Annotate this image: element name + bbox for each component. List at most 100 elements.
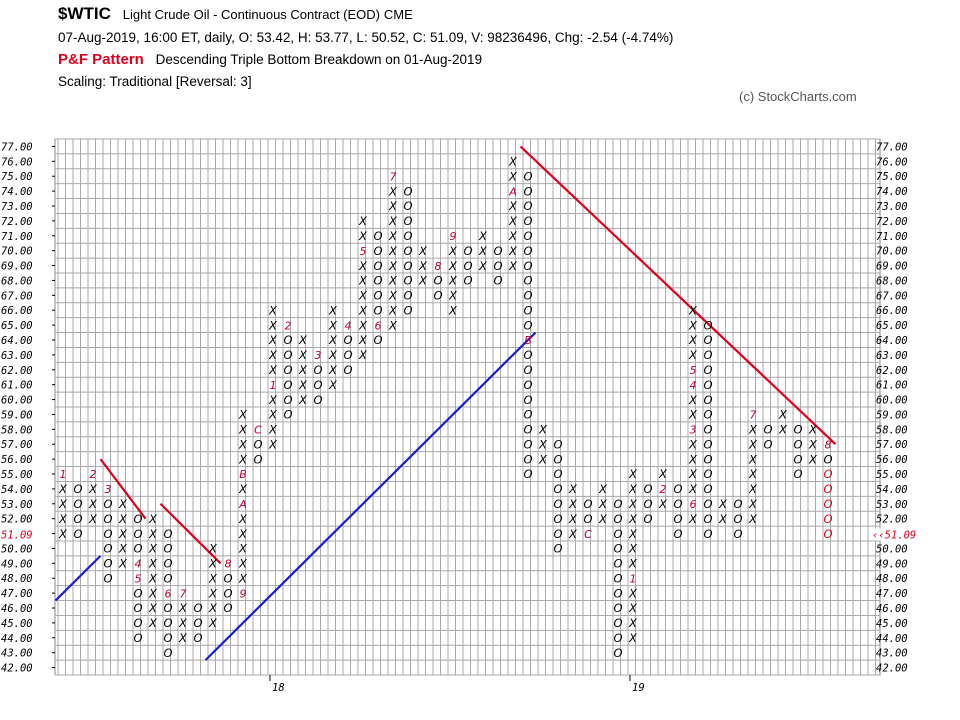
x-box: X	[148, 542, 158, 556]
x-box: X	[568, 497, 578, 511]
month-marker: 1	[270, 379, 277, 392]
x-box: X	[808, 452, 818, 466]
chart-title-row: $WTIC Light Crude Oil - Continuous Contr…	[58, 4, 413, 24]
o-box: O	[823, 452, 832, 466]
o-box: O	[733, 497, 742, 511]
o-box: O	[613, 571, 622, 585]
x-box: X	[388, 199, 398, 213]
o-box: O	[613, 557, 622, 571]
month-marker: 7	[180, 587, 187, 600]
pattern-label: P&F Pattern	[58, 51, 144, 68]
y-tick-label-left: 57.00	[1, 439, 33, 451]
y-tick-label-left: 73.00	[1, 201, 33, 213]
o-box: O	[73, 482, 82, 496]
y-tick-label-right: 58.00	[876, 424, 908, 436]
o-box: O	[613, 542, 622, 556]
x-box: X	[358, 303, 368, 317]
o-box: O	[703, 393, 712, 407]
o-box: O	[613, 601, 622, 615]
o-box: O	[553, 482, 562, 496]
x-box: X	[268, 408, 278, 422]
y-tick-label-left: 70.00	[1, 246, 33, 258]
y-tick-label-right: 44.00	[876, 633, 908, 645]
x-box: X	[58, 527, 68, 541]
x-box: X	[628, 631, 638, 645]
y-tick-label-right: 55.00	[876, 469, 908, 481]
o-box: O	[403, 184, 412, 198]
o-box: O	[673, 497, 682, 511]
o-box: O	[703, 333, 712, 347]
o-box: O	[253, 437, 262, 451]
o-box: O	[553, 527, 562, 541]
y-tick-label-right: 76.00	[876, 156, 908, 168]
o-box: O	[313, 393, 322, 407]
month-marker: 6	[165, 587, 172, 600]
y-tick-label-right: 65.00	[876, 320, 908, 332]
o-box: O	[703, 318, 712, 332]
y-tick-label-right: 48.00	[876, 573, 908, 585]
y-tick-label-left: 71.00	[1, 231, 33, 243]
x-box: X	[118, 497, 128, 511]
x-box: X	[58, 497, 68, 511]
x-box: X	[568, 512, 578, 526]
o-box: O	[703, 348, 712, 362]
x-box: X	[238, 408, 248, 422]
x-box: X	[388, 214, 398, 228]
o-box: O	[493, 259, 502, 273]
o-box: O	[583, 512, 592, 526]
y-tick-label-right: 60.00	[876, 395, 908, 407]
y-tick-label-right: 64.00	[876, 335, 908, 347]
y-tick-label-left: 45.00	[1, 618, 33, 630]
x-box: X	[538, 423, 548, 437]
o-box: O	[193, 631, 202, 645]
price-stats: 07-Aug-2019, 16:00 ET, daily, O: 53.42, …	[58, 30, 674, 45]
x-box: X	[238, 452, 248, 466]
y-tick-label-left: 68.00	[1, 275, 33, 287]
x-box: X	[748, 423, 758, 437]
x-box: X	[538, 452, 548, 466]
month-marker: 5	[360, 245, 367, 258]
o-box: O	[373, 229, 382, 243]
month-marker: 6	[690, 498, 697, 511]
o-box: O	[283, 378, 292, 392]
x-box: X	[238, 557, 248, 571]
month-marker: 3	[105, 483, 112, 496]
y-tick-label-right: 59.00	[876, 409, 908, 421]
y-tick-label-left: 72.00	[1, 216, 33, 228]
month-marker: 2	[90, 468, 97, 481]
o-box: O	[493, 244, 502, 258]
o-box: O	[523, 378, 532, 392]
o-box: O	[613, 512, 622, 526]
month-marker: 9	[450, 230, 457, 243]
o-box: O	[793, 452, 802, 466]
x-box: X	[298, 348, 308, 362]
y-tick-label-right: 52.00	[876, 514, 908, 526]
x-box: X	[508, 199, 518, 213]
o-box: O	[73, 497, 82, 511]
o-box: O	[703, 363, 712, 377]
x-box: X	[268, 318, 278, 332]
x-box: X	[628, 527, 638, 541]
o-box: O	[523, 303, 532, 317]
y-tick-label-right: 62.00	[876, 365, 908, 377]
x-box: X	[568, 482, 578, 496]
o-box: O	[613, 586, 622, 600]
x-box: X	[58, 482, 68, 496]
o-box: O	[133, 512, 142, 526]
x-box: X	[448, 274, 458, 288]
y-tick-label-left: 58.00	[1, 424, 33, 436]
month-marker: 8	[435, 260, 442, 273]
o-box: O	[163, 631, 172, 645]
o-box: O	[553, 542, 562, 556]
o-box: O	[523, 184, 532, 198]
o-box: O	[163, 601, 172, 615]
x-box: X	[358, 214, 368, 228]
x-box: X	[268, 437, 278, 451]
y-tick-label-left: 43.00	[1, 648, 33, 660]
y-tick-label-right: 54.00	[876, 484, 908, 496]
x-box: X	[148, 571, 158, 585]
pattern-text: Descending Triple Bottom Breakdown on 01…	[155, 52, 483, 67]
o-box: O	[223, 601, 232, 615]
y-tick-label-right: 45.00	[876, 618, 908, 630]
